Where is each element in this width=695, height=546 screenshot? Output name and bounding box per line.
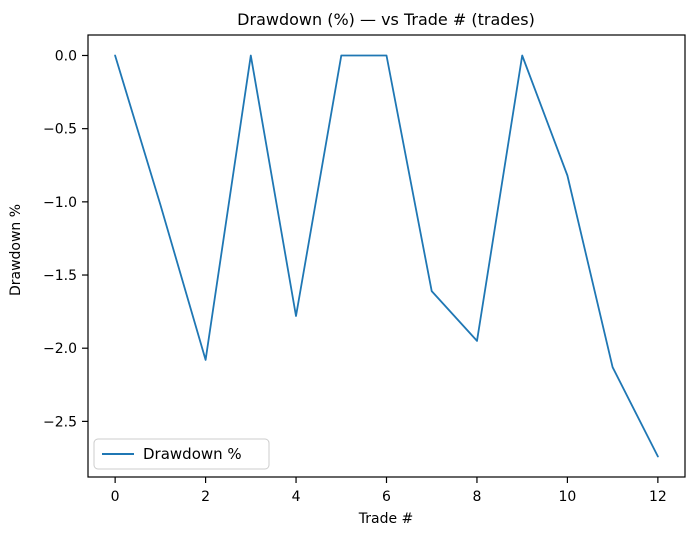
x-axis-label: Trade # — [358, 511, 414, 527]
y-tick-label: −1.0 — [43, 195, 77, 211]
y-axis-label: Drawdown % — [8, 204, 24, 296]
y-tick-label: −2.0 — [43, 341, 77, 357]
plot-area — [87, 34, 686, 478]
legend: Drawdown % — [93, 438, 270, 470]
x-axis-ticks: 0 2 4 6 8 10 12 — [111, 477, 667, 505]
y-tick-label: 0.0 — [55, 48, 77, 64]
x-tick-label: 12 — [649, 489, 667, 505]
y-tick-label: −0.5 — [43, 122, 77, 138]
x-tick-label: 10 — [558, 489, 576, 505]
x-tick-label: 0 — [111, 489, 120, 505]
legend-label: Drawdown % — [143, 445, 242, 463]
x-tick-label: 4 — [292, 489, 301, 505]
y-tick-label: −1.5 — [43, 268, 77, 284]
drawdown-line-series — [114, 54, 659, 458]
x-tick-label: 6 — [382, 489, 391, 505]
legend-box — [93, 438, 270, 470]
y-axis-ticks: 0.0 −0.5 −1.0 −1.5 −2.0 −2.5 — [43, 48, 88, 430]
y-tick-label: −2.5 — [43, 414, 77, 430]
chart-title: Drawdown (%) — vs Trade # (trades) — [237, 10, 535, 29]
x-tick-label: 2 — [201, 489, 210, 505]
x-tick-label: 8 — [472, 489, 481, 505]
